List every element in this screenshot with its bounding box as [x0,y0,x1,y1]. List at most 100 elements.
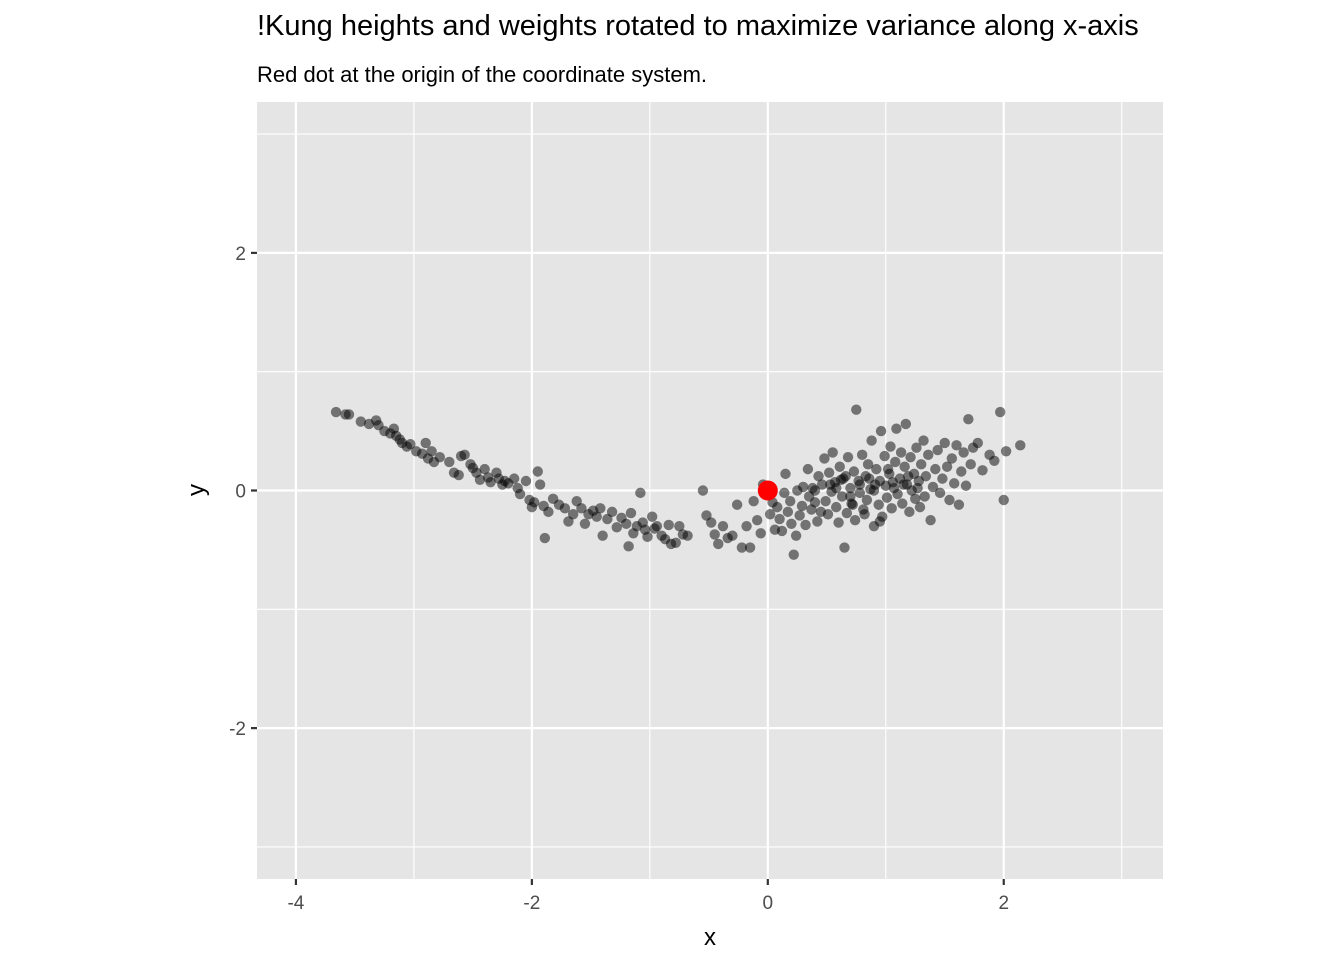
data-point [840,471,851,482]
data-point [902,471,914,482]
data-point [579,518,591,529]
data-point [709,529,720,540]
data-point [845,491,856,502]
data-point [532,466,543,477]
data-point [330,406,342,418]
data-point [886,503,897,514]
data-point [621,518,632,529]
data-point [849,515,861,526]
data-point [868,485,880,496]
data-point [559,503,571,514]
data-point [958,447,969,458]
data-point [543,506,554,518]
data-point [772,501,783,513]
data-point [918,435,929,446]
data-point [965,459,976,470]
data-point [520,475,532,487]
data-point [854,487,866,499]
data-point [343,409,355,420]
data-point [744,542,756,553]
data-point [890,456,901,468]
data-point [848,466,860,477]
data-point [879,450,890,462]
data-point [977,465,988,476]
data-point [797,481,809,493]
data-point [809,485,821,496]
data-point [851,404,862,415]
data-points [330,404,1026,560]
data-point [891,423,902,434]
data-point [479,463,490,475]
origin-layer [757,480,778,501]
data-point [920,471,932,482]
x-tick-label: -2 [523,893,540,914]
data-point [899,461,910,472]
data-point [822,509,834,520]
data-point [485,476,496,488]
data-point [820,495,831,507]
data-point [611,522,623,533]
x-tick-label: -4 [287,893,304,914]
data-point [1015,440,1026,451]
data-point [941,461,953,472]
data-point [946,453,958,464]
data-point [741,520,752,532]
data-point [874,516,886,527]
data-point [841,507,853,519]
data-point [854,479,866,490]
data-point [748,495,759,507]
data-point [861,494,873,506]
data-point [919,491,930,502]
grid-major [257,102,1163,879]
data-point [779,487,790,499]
data-point [819,453,830,464]
data-point [859,509,870,520]
data-point [576,503,587,514]
data-point [905,452,916,463]
y-axis: -2 0 2 [229,244,257,740]
y-axis-title: y [183,484,210,496]
data-point [508,473,520,484]
data-point [875,425,887,437]
data-point [873,499,884,510]
data-point [646,511,658,522]
data-point [420,437,431,449]
data-point [897,498,908,509]
data-point [697,485,709,496]
data-point [635,487,646,499]
data-point [790,530,802,541]
data-point [751,515,763,526]
data-point [625,507,637,519]
data-point [833,517,844,528]
data-point [788,549,799,560]
data-point [794,510,805,521]
chart-title: !Kung heights and weights rotated to max… [257,10,1139,42]
data-point [1000,446,1012,457]
x-axis: -4 -2 0 2 [287,879,1009,914]
y-tick-label: 0 [235,482,246,503]
data-point [939,437,950,449]
data-point [809,497,821,508]
data-point [934,487,946,499]
data-point [944,494,955,506]
x-tick-label: 0 [763,893,774,914]
data-point [845,482,856,494]
data-point [881,492,893,503]
data-point [912,482,923,494]
data-point [882,463,894,475]
data-point [651,520,663,532]
data-point [713,538,724,550]
data-point [839,542,850,553]
x-tick-label: 2 [998,893,1009,914]
data-point [591,511,602,522]
data-point [900,418,912,430]
data-point [764,509,776,520]
data-point [731,499,743,510]
data-point [960,480,972,491]
data-point [831,501,842,513]
data-point [355,416,367,427]
data-point [812,516,823,527]
data-point [914,501,926,513]
data-point [727,530,738,541]
y-tick-label: -2 [229,719,246,740]
